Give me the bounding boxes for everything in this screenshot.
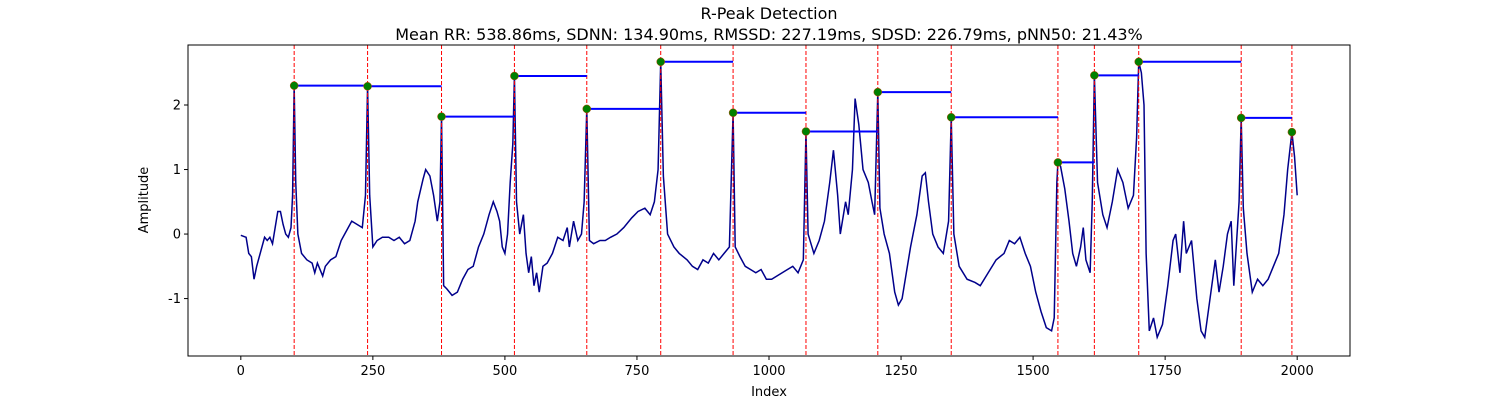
x-tick-label: 250	[360, 364, 385, 379]
x-tick-label: 1750	[1149, 364, 1182, 379]
x-tick-label: 0	[237, 364, 245, 379]
r-peak	[437, 112, 446, 121]
r-peak	[873, 87, 883, 97]
r-peak	[801, 127, 811, 136]
r-peak	[656, 57, 665, 67]
r-peak	[1134, 57, 1143, 67]
r-peak	[1090, 71, 1099, 80]
r-peak	[946, 113, 956, 122]
x-tick-label: 1000	[752, 364, 785, 379]
r-peak	[289, 81, 299, 90]
x-tick-label: 500	[492, 364, 517, 379]
x-tick-label: 750	[625, 364, 650, 379]
chart-title: R-Peak Detection	[700, 4, 837, 23]
signal-line	[240, 61, 1298, 340]
r-peak	[363, 82, 372, 91]
plot-frame	[187, 44, 1351, 357]
y-tick-label: -1	[168, 292, 181, 307]
r-peak	[582, 104, 592, 114]
r-peak	[510, 71, 519, 81]
x-axis-label: Index	[751, 385, 787, 400]
x-tick-label: 1500	[1017, 364, 1050, 379]
y-axis-label: Amplitude	[137, 167, 152, 234]
y-tick-label: 0	[173, 228, 181, 243]
r-peak	[1236, 113, 1246, 123]
r-peak	[1053, 158, 1063, 167]
y-tick-label: 1	[173, 163, 181, 178]
chart-subtitle: Mean RR: 538.86ms, SDNN: 134.90ms, RMSSD…	[395, 25, 1143, 44]
x-tick-label: 2000	[1281, 364, 1314, 379]
x-tick-label: 1250	[884, 364, 917, 379]
y-tick-label: 2	[173, 99, 181, 114]
r-peak	[728, 108, 738, 117]
r-peak	[1287, 127, 1297, 137]
